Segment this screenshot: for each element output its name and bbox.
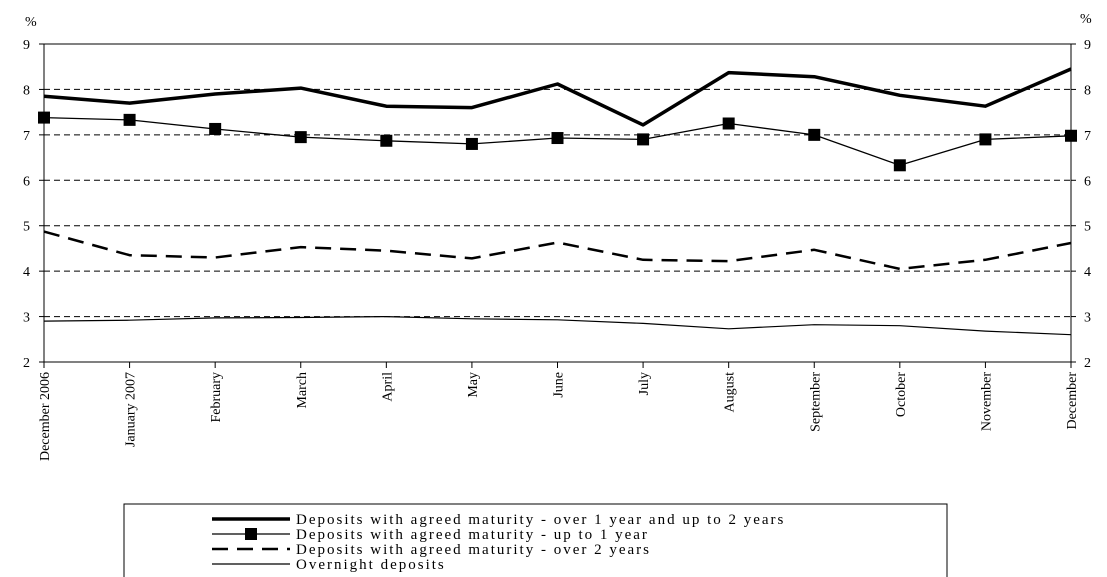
y-axis-label-right: % [1080, 12, 1092, 27]
x-tick-label: March [295, 372, 310, 409]
y-tick-label-right: 7 [1084, 129, 1091, 144]
y-tick-label-left: 6 [23, 174, 30, 189]
y-tick-label-left: 3 [23, 311, 30, 326]
data-point-marker [979, 133, 992, 146]
x-tick-label: May [466, 372, 481, 398]
data-point-marker [123, 113, 136, 126]
y-tick-label-right: 8 [1084, 83, 1091, 98]
legend-label-1: Deposits with agreed maturity - up to 1 … [296, 527, 649, 543]
data-point-marker [294, 131, 307, 144]
x-tick-label: January 2007 [124, 372, 139, 447]
y-axis-label-left: % [25, 15, 37, 30]
x-tick-label: February [209, 372, 224, 423]
data-point-marker [380, 134, 393, 147]
x-tick-label: July [637, 372, 652, 395]
data-point-marker [465, 137, 478, 150]
legend-label-3: Overnight deposits [296, 557, 446, 573]
y-tick-label-left: 2 [23, 356, 30, 371]
x-tick-label: September [808, 372, 823, 432]
legend-box [123, 503, 948, 577]
series-line-2 [43, 230, 1072, 271]
y-tick-label-left: 4 [23, 265, 30, 280]
legend-label-0: Deposits with agreed maturity - over 1 y… [296, 512, 785, 528]
y-tick-label-left: 7 [23, 129, 30, 144]
data-point-marker [551, 132, 564, 145]
y-tick-label-right: 3 [1084, 311, 1091, 326]
y-tick-label-right: 9 [1084, 38, 1091, 53]
plot-frame [43, 43, 1072, 363]
legend-marker [245, 528, 257, 540]
y-tick-label-left: 9 [23, 38, 30, 53]
x-tick-label: December [1065, 372, 1080, 430]
x-tick-label: August [723, 372, 738, 413]
legend-label-2: Deposits with agreed maturity - over 2 y… [296, 542, 651, 558]
data-point-marker [209, 122, 222, 135]
data-point-marker [722, 117, 735, 130]
series-line-0 [43, 67, 1072, 127]
data-point-marker [38, 111, 50, 124]
y-tick-label-right: 6 [1084, 174, 1091, 189]
x-tick-label: November [979, 372, 994, 431]
data-point-marker [637, 133, 650, 146]
axes: 2 2 3 3 4 4 5 5 6 6 7 7 8 8 9 9 December 2006 January 200… [23, 38, 1091, 461]
x-tick-label: June [552, 372, 567, 398]
data-point-marker [893, 159, 906, 172]
x-tick-label: October [894, 372, 909, 417]
y-tick-label-left: 5 [23, 220, 30, 235]
gridlines [44, 88, 1071, 318]
series-line-3 [43, 316, 1072, 336]
data-point-marker [808, 128, 821, 141]
x-tick-label: December 2006 [38, 372, 53, 461]
y-tick-label-right: 5 [1084, 220, 1091, 235]
y-tick-label-right: 2 [1084, 356, 1091, 371]
data-point-marker [1065, 129, 1077, 142]
y-tick-label-right: 4 [1084, 265, 1091, 280]
y-tick-label-left: 8 [23, 83, 30, 98]
legend: Deposits with agreed maturity - over 1 y… [123, 503, 948, 577]
x-tick-label: April [380, 372, 395, 402]
series-layer [38, 67, 1077, 336]
